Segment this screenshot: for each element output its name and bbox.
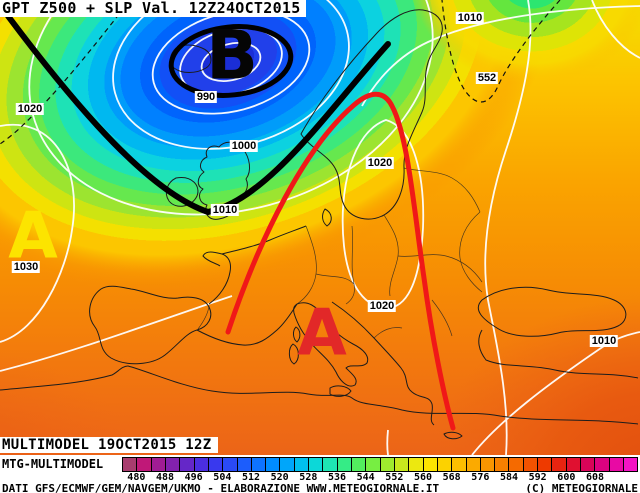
ridge-line bbox=[225, 91, 456, 431]
colorbar-tick: 584 bbox=[499, 472, 519, 483]
colorbar-tick: 536 bbox=[327, 472, 347, 483]
pressure-label: 1020 bbox=[15, 103, 45, 115]
colorbar-tick: 520 bbox=[270, 472, 289, 483]
colorbar-cell bbox=[566, 458, 581, 471]
colorbar-cell bbox=[366, 458, 381, 471]
colorbar-cell bbox=[437, 458, 453, 471]
colorbar-cell bbox=[251, 458, 267, 471]
high-center-A-atlantic: A bbox=[8, 199, 58, 274]
colorbar-tick: 592 bbox=[528, 472, 547, 483]
colorbar-cell bbox=[394, 458, 410, 471]
colorbar-cell bbox=[123, 458, 138, 471]
colorbar-cell bbox=[409, 458, 424, 471]
colorbar-tick: 552 bbox=[385, 472, 404, 483]
credits-right: (C) METEOGIORNALE bbox=[525, 482, 638, 493]
credits-left: DATI GFS/ECMWF/GEM/NAVGEM/UKMO - ELABORA… bbox=[2, 482, 440, 493]
colorbar-tick: 496 bbox=[184, 472, 203, 483]
legend: MTG-MULTIMODEL 480 488 496 504 512 520 528 536 5… bbox=[0, 455, 640, 493]
colorbar-tick: 544 bbox=[356, 472, 375, 483]
model-run-text: MULTIMODEL 19OCT2015 12Z bbox=[2, 437, 212, 453]
colorbar-cell bbox=[280, 458, 295, 471]
map-labels: 1020 1030 990 1000 1010 1020 1010 552 1020 1010 B A… bbox=[8, 12, 619, 371]
colorbar-cell bbox=[309, 458, 324, 471]
weather-map-svg bbox=[0, 0, 640, 455]
colorbar-tick: 568 bbox=[442, 472, 461, 483]
colorbar-cell bbox=[194, 458, 209, 471]
colorbar-cell bbox=[509, 458, 524, 471]
colorbar-cell bbox=[423, 458, 438, 471]
borders-group bbox=[197, 167, 483, 339]
colorbar-cell bbox=[266, 458, 281, 471]
credits-row: DATI GFS/ECMWF/GEM/NAVGEM/UKMO - ELABORA… bbox=[0, 482, 640, 493]
colorbar-cell bbox=[495, 458, 510, 471]
colorbar-tick: 488 bbox=[155, 472, 175, 483]
colorbar-cell bbox=[165, 458, 181, 471]
high-center-A-mediterranean: A bbox=[297, 296, 347, 371]
colorbar-tick: 600 bbox=[557, 472, 576, 483]
colorbar-cell bbox=[380, 458, 395, 471]
colorbar-tick: 528 bbox=[299, 472, 318, 483]
low-center-B: B bbox=[206, 16, 258, 96]
pressure-label: 990 bbox=[194, 91, 218, 103]
map-title-box: GPT Z500 + SLP Val. 12Z24OCT2015 bbox=[0, 0, 306, 17]
model-run-box: MULTIMODEL 19OCT2015 12Z bbox=[0, 437, 218, 453]
colorbar-ticks: 480 488 496 504 512 520 528 536 544 552 560 568 576 5… bbox=[122, 472, 638, 483]
colorbar-cell bbox=[480, 458, 496, 471]
colorbar-cell bbox=[294, 458, 310, 471]
colorbar-cell bbox=[609, 458, 624, 471]
pressure-label: 552 bbox=[475, 72, 499, 84]
colorbar-cell bbox=[523, 458, 539, 471]
colorbar-cell bbox=[237, 458, 252, 471]
colorbar-tick: 560 bbox=[413, 472, 433, 483]
colorbar-tick: 480 bbox=[127, 472, 146, 483]
pressure-label: 1020 bbox=[365, 157, 395, 169]
pressure-label: 1020 bbox=[367, 300, 397, 312]
colorbar bbox=[122, 457, 638, 472]
legend-label: MTG-MULTIMODEL bbox=[2, 457, 104, 471]
colorbar-cell bbox=[595, 458, 610, 471]
colorbar-cell bbox=[552, 458, 567, 471]
trough-line bbox=[5, 13, 391, 216]
colorbar-tick: 608 bbox=[585, 472, 605, 483]
colorbar-cell bbox=[137, 458, 152, 471]
colorbar-tick: 512 bbox=[241, 472, 261, 483]
map-title: GPT Z500 + SLP Val. 12Z24OCT2015 bbox=[2, 0, 301, 17]
colorbar-cell bbox=[223, 458, 238, 471]
colorbar-cell bbox=[623, 458, 638, 471]
colorbar-cell bbox=[538, 458, 553, 471]
pressure-label: 1010 bbox=[210, 204, 240, 216]
colorbar-cell bbox=[337, 458, 352, 471]
pressure-label: 1010 bbox=[455, 12, 485, 24]
colorbar-cell bbox=[352, 458, 367, 471]
pressure-label: 1010 bbox=[589, 335, 619, 347]
pressure-label: 1000 bbox=[229, 140, 259, 152]
colorbar-tick: 504 bbox=[213, 472, 232, 483]
colorbar-cell bbox=[208, 458, 224, 471]
map-canvas: 1020 1030 990 1000 1010 1020 1010 552 1020 1010 B A… bbox=[0, 0, 640, 455]
colorbar-tick: 576 bbox=[471, 472, 490, 483]
coastlines-group bbox=[0, 9, 639, 440]
low-ellipse bbox=[168, 24, 294, 98]
colorbar-cell bbox=[452, 458, 467, 471]
colorbar-cell bbox=[180, 458, 195, 471]
colorbar-cell bbox=[581, 458, 596, 471]
colorbar-cell bbox=[151, 458, 166, 471]
pressure-label: 1030 bbox=[11, 261, 41, 273]
gpt-color-field bbox=[0, 0, 640, 455]
colorbar-cell bbox=[323, 458, 338, 471]
colorbar-cell bbox=[466, 458, 481, 471]
